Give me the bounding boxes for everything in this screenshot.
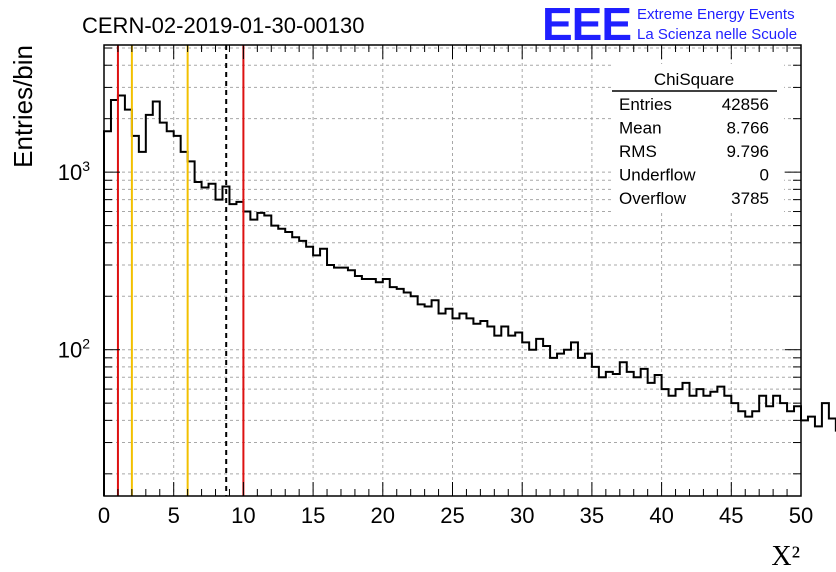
axis-ticks [103, 45, 802, 496]
x-tick-label: 20 [371, 503, 395, 528]
stats-label: Overflow [619, 189, 687, 208]
y-tick-label: 102 [58, 336, 90, 363]
y-tick-labels: 102 103 [58, 158, 90, 363]
x-tick-label: 15 [301, 503, 325, 528]
eee-logo-text: EEE [542, 0, 631, 50]
x-tick-labels: 0 5 10 15 20 25 30 35 40 45 50 [98, 503, 813, 528]
stats-label: Underflow [619, 166, 696, 185]
stats-value: 9.796 [726, 142, 769, 161]
x-tick-label: 45 [719, 503, 743, 528]
histogram-series [103, 94, 836, 496]
eee-logo-line2: La Scienza nelle Scuole [637, 26, 797, 43]
y-tick-label: 103 [58, 158, 90, 185]
x-tick-label: 10 [231, 503, 255, 528]
y-axis-label: Entries/bin [8, 45, 38, 168]
x-tick-label: 5 [168, 503, 180, 528]
x-tick-label: 25 [440, 503, 464, 528]
stats-value: 8.766 [726, 119, 769, 138]
stats-box-background [612, 64, 784, 212]
eee-logo: EEE Extreme Energy Events La Scienza nel… [542, 0, 797, 50]
x-tick-label: 35 [580, 503, 604, 528]
stats-box-title: ChiSquare [654, 70, 734, 89]
x-tick-label: 50 [789, 503, 813, 528]
stats-label: Mean [619, 119, 662, 138]
histogram-step-line [103, 94, 836, 496]
x-tick-label: 40 [649, 503, 673, 528]
eee-logo-line1: Extreme Energy Events [637, 6, 795, 23]
stats-value: 0 [760, 166, 769, 185]
stats-box: ChiSquare Entries 42856 Mean 8.766 RMS 9.796 U… [612, 64, 784, 212]
stats-value: 42856 [722, 95, 769, 114]
stats-value: 3785 [731, 189, 769, 208]
vertical-markers [116, 45, 245, 496]
chart-title: CERN-02-2019-01-30-00130 [82, 13, 365, 38]
x-tick-label: 0 [98, 503, 110, 528]
stats-label: RMS [619, 142, 657, 161]
x-axis-label: X² [771, 541, 800, 572]
x-tick-label: 30 [510, 503, 534, 528]
stats-label: Entries [619, 95, 672, 114]
stats-rows: Entries 42856 Mean 8.766 RMS 9.796 Underflow 0 O… [619, 95, 769, 208]
